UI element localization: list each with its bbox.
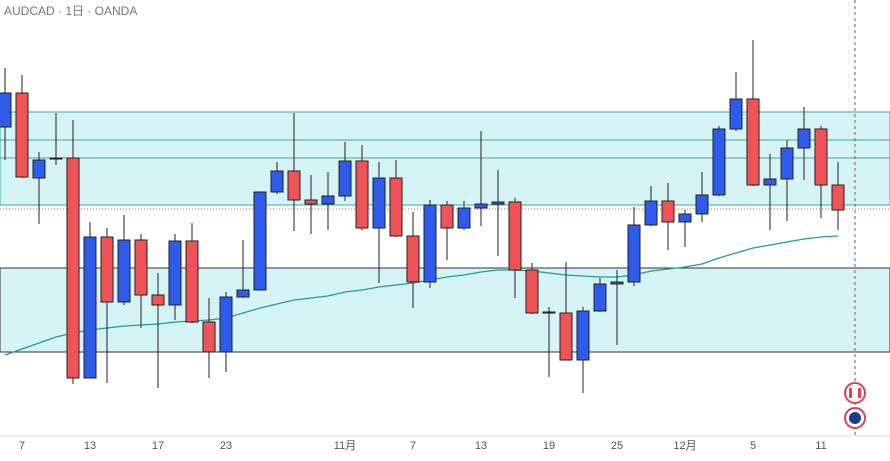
candle-body: [712, 128, 726, 196]
candle-body: [644, 200, 658, 226]
candle-body: [321, 195, 335, 205]
candle-body: [287, 170, 301, 201]
x-tick-label: 13: [475, 440, 487, 452]
moving-average: [4, 235, 839, 356]
candle-body: [117, 239, 131, 303]
candle-body: [729, 98, 743, 130]
candle-body: [661, 200, 675, 223]
candle-body: [406, 235, 420, 283]
x-tick-label: 5: [750, 440, 756, 452]
candle-body: [0, 92, 12, 128]
candle-body: [525, 269, 539, 314]
x-tick-label: 7: [19, 440, 25, 452]
x-tick-label: 23: [220, 440, 232, 452]
candle-body: [746, 98, 760, 186]
candle-body: [253, 191, 267, 291]
candle-body: [491, 201, 505, 205]
flag-ca[interactable]: [844, 382, 866, 404]
candle-body: [338, 160, 352, 197]
chart-title: AUDCAD · 1日 · OANDA: [4, 4, 137, 18]
flag-au[interactable]: [844, 407, 866, 429]
x-tick-label: 12月: [673, 440, 696, 452]
candle-body: [423, 204, 437, 283]
candle-body: [559, 312, 573, 361]
candle-body: [304, 199, 318, 205]
candle-body: [831, 184, 845, 211]
candle-body: [168, 240, 182, 306]
candle-body: [678, 213, 692, 223]
candle-body: [66, 157, 80, 379]
candle-body: [576, 310, 590, 361]
candle-body: [32, 159, 46, 179]
x-tick-label: 7: [410, 440, 416, 452]
plot: [0, 40, 890, 393]
x-tick-label: 17: [152, 440, 164, 452]
candle-body: [695, 194, 709, 215]
candle-body: [627, 224, 641, 283]
candle-body: [372, 177, 386, 229]
x-tick-label: 11: [815, 440, 826, 452]
candle-body: [134, 239, 148, 296]
candle-body: [440, 204, 454, 229]
candle-body: [797, 128, 811, 149]
candle-body: [151, 294, 165, 306]
candle-body: [763, 178, 777, 186]
candle-body: [100, 236, 114, 303]
x-tick-label: 11月: [334, 440, 356, 452]
candle-body: [508, 201, 522, 271]
zone: [0, 267, 890, 353]
candle-body: [15, 92, 29, 178]
x-tick-label: 13: [84, 440, 96, 452]
candle-body: [49, 157, 63, 160]
x-tick-label: 25: [611, 440, 623, 452]
candle-body: [219, 296, 233, 353]
candle-body: [457, 207, 471, 229]
candle-body: [474, 203, 488, 209]
candle-body: [814, 128, 828, 186]
candle-body: [593, 283, 607, 312]
candle-body: [270, 170, 284, 193]
candle-body: [542, 311, 556, 314]
candle-body: [355, 160, 369, 229]
candle-body: [202, 321, 216, 353]
candle-body: [83, 236, 97, 379]
candle-body: [610, 281, 624, 285]
candle-body: [185, 240, 199, 323]
candle-body: [236, 289, 250, 298]
candle-body: [780, 147, 794, 180]
candle-body: [389, 177, 403, 237]
x-tick-label: 19: [543, 440, 555, 452]
